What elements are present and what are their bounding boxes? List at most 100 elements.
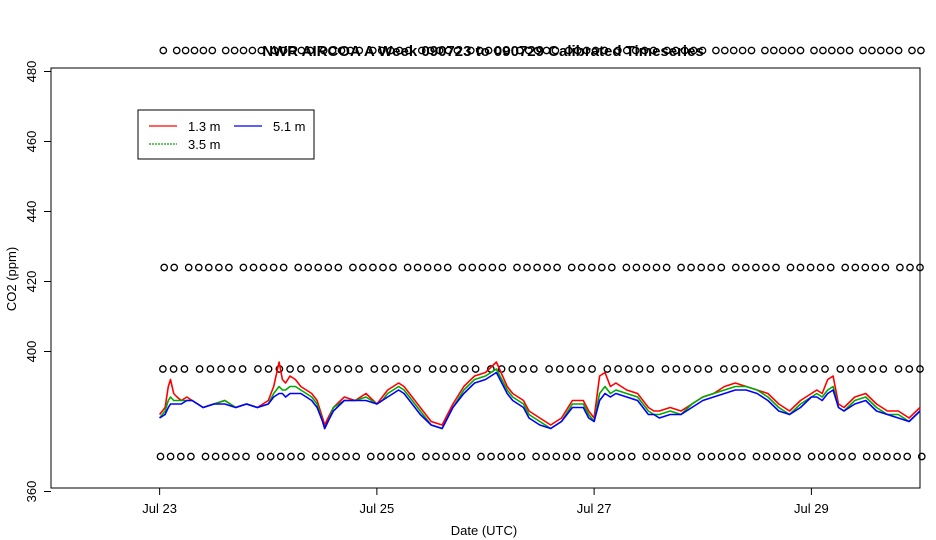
marker-point: [466, 46, 475, 55]
marker-point: [422, 452, 430, 461]
marker-point: [389, 263, 397, 272]
marker-point: [704, 365, 713, 373]
marker-point: [827, 46, 836, 55]
marker-point: [857, 365, 866, 373]
marker-point: [894, 46, 903, 55]
marker-point: [916, 365, 924, 373]
marker-point: [423, 263, 432, 272]
marker-point: [452, 452, 461, 461]
marker-point: [885, 46, 894, 55]
marker-point: [747, 46, 756, 55]
marker-point: [868, 365, 877, 373]
marker-point: [507, 452, 516, 461]
marker-point: [836, 46, 845, 55]
marker-point: [370, 365, 379, 373]
marker-point: [294, 263, 303, 272]
marker-point: [264, 365, 273, 373]
marker-point: [170, 263, 179, 272]
marker-point: [552, 452, 561, 461]
marker-point: [640, 46, 649, 55]
marker-point: [896, 263, 904, 272]
marker-point: [551, 46, 560, 55]
marker-point: [772, 263, 780, 272]
marker-point: [232, 452, 240, 461]
marker-point: [355, 46, 364, 55]
marker-point: [471, 365, 480, 373]
marker-point: [827, 452, 836, 461]
marker-point: [332, 452, 340, 461]
marker-point: [426, 46, 435, 55]
marker-point: [513, 263, 521, 272]
marker-point: [334, 263, 343, 272]
marker-point: [319, 46, 328, 55]
marker-point: [493, 46, 502, 55]
marker-point: [566, 365, 575, 373]
marker-point: [439, 365, 448, 373]
marker-point: [239, 46, 248, 55]
marker-point: [796, 46, 805, 55]
marker-point: [381, 365, 389, 373]
marker-point: [597, 263, 606, 272]
marker-point: [905, 365, 914, 373]
x-tick-label: Jul 29: [794, 501, 829, 516]
marker-point: [707, 452, 716, 461]
marker-point: [508, 365, 517, 373]
marker-point: [788, 365, 797, 373]
marker-point: [786, 263, 795, 272]
marker-point: [217, 365, 225, 373]
marker-point: [519, 365, 527, 373]
marker-point: [462, 452, 471, 461]
marker-point: [487, 452, 495, 461]
marker-point: [156, 452, 165, 461]
marker-point: [312, 365, 320, 373]
marker-point: [861, 263, 870, 272]
marker-point: [435, 46, 444, 55]
marker-point: [432, 452, 440, 461]
marker-point: [359, 263, 367, 272]
marker-point: [567, 263, 576, 272]
marker-point: [752, 452, 761, 461]
marker-point: [894, 365, 903, 373]
marker-point: [428, 365, 437, 373]
marker-point: [622, 263, 631, 272]
marker-point: [377, 452, 385, 461]
marker-point: [826, 263, 835, 272]
marker-point: [187, 452, 195, 461]
marker-point: [796, 263, 805, 272]
y-tick-label: 420: [24, 271, 39, 293]
marker-point: [677, 263, 685, 272]
marker-point: [256, 452, 265, 461]
marker-point: [328, 46, 337, 55]
marker-point: [652, 452, 661, 461]
marker-point: [712, 46, 720, 55]
marker-point: [270, 46, 279, 55]
marker-point: [624, 365, 633, 373]
marker-point: [259, 263, 268, 272]
marker-point: [729, 46, 738, 55]
marker-point: [286, 365, 294, 373]
marker-point: [738, 46, 747, 55]
marker-point: [821, 365, 829, 373]
marker-point: [635, 365, 644, 373]
marker-point: [368, 46, 377, 55]
marker-point: [661, 365, 670, 373]
marker-point: [772, 452, 781, 461]
marker-point: [762, 452, 771, 461]
marker-point: [276, 452, 285, 461]
marker-point: [587, 452, 596, 461]
marker-point: [600, 46, 609, 55]
marker-point: [642, 263, 651, 272]
marker-point: [783, 452, 791, 461]
marker-point: [337, 46, 346, 55]
marker-point: [304, 263, 313, 272]
marker-point: [717, 452, 726, 461]
marker-point: [731, 263, 740, 272]
marker-point: [228, 365, 236, 373]
series-line-5.1m: [159, 371, 921, 430]
marker-point: [379, 263, 387, 272]
marker-point: [741, 365, 750, 373]
y-axis-label: CO2 (ppm): [4, 247, 19, 311]
marker-point: [841, 263, 850, 272]
marker-point: [366, 452, 375, 461]
